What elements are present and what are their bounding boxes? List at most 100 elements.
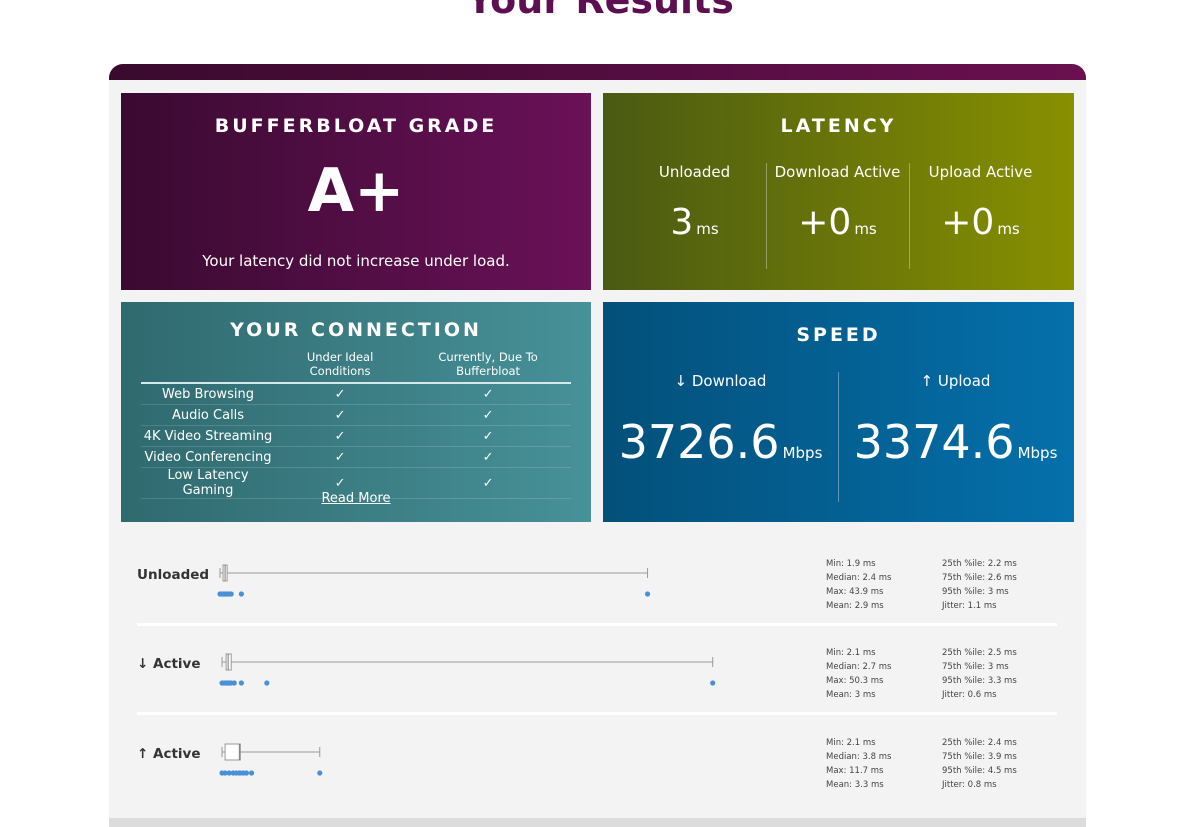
stat-min: Min: 2.1 ms bbox=[826, 738, 876, 748]
connection-row: 4K Video Streaming ✓ ✓ bbox=[141, 425, 571, 447]
stat-min: Min: 1.9 ms bbox=[826, 559, 876, 569]
check-icon: ✓ bbox=[405, 404, 571, 426]
check-icon: ✓ bbox=[405, 446, 571, 468]
speed-download-unit: Mbps bbox=[782, 444, 823, 462]
latency-download-active-unit: ms bbox=[854, 220, 877, 238]
connection-header-current: Currently, Due To Bufferbloat bbox=[405, 350, 571, 384]
speed-card: SPEED ↓ Download 3726.6 Mbps ↑ Upload 337… bbox=[603, 302, 1074, 522]
stat-jitter: Jitter: 0.6 ms bbox=[942, 690, 997, 700]
latency-unloaded-unit: ms bbox=[696, 220, 719, 238]
results-panel: BUFFERBLOAT GRADE A+ Your latency did no… bbox=[109, 64, 1086, 827]
check-icon: ✓ bbox=[275, 446, 406, 468]
latency-row-download-active: ↓ Active Min: 2.1 ms Median: 2.7 ms Max:… bbox=[137, 642, 1057, 722]
latency-row-label: Unloaded bbox=[137, 567, 210, 583]
latency-card: LATENCY Unloaded 3 ms Download Active +0 m… bbox=[603, 93, 1074, 290]
bufferbloat-grade-card: BUFFERBLOAT GRADE A+ Your latency did no… bbox=[121, 93, 591, 290]
connection-row: Video Conferencing ✓ ✓ bbox=[141, 446, 571, 468]
sample-point bbox=[243, 770, 250, 776]
latency-boxplot bbox=[219, 743, 323, 776]
sample-point bbox=[248, 770, 255, 776]
latency-row-label: ↓ Active bbox=[137, 656, 201, 672]
latency-upload-active: Upload Active +0 ms bbox=[909, 163, 1052, 249]
speed-card-title: SPEED bbox=[796, 324, 881, 346]
latency-upload-active-unit: ms bbox=[997, 220, 1020, 238]
stat-p95: 95th %ile: 4.5 ms bbox=[942, 766, 1017, 776]
connection-header-ideal: Under Ideal Conditions bbox=[275, 350, 406, 384]
stat-median: Median: 2.7 ms bbox=[826, 662, 892, 672]
connection-row-label: Web Browsing bbox=[141, 383, 275, 405]
sample-point bbox=[317, 770, 323, 776]
row-separator bbox=[137, 623, 1057, 626]
stat-p95: 95th %ile: 3 ms bbox=[942, 587, 1009, 597]
connection-card-title: YOUR CONNECTION bbox=[230, 319, 482, 341]
results-topbar bbox=[109, 64, 1086, 80]
connection-row: Web Browsing ✓ ✓ bbox=[141, 383, 571, 405]
latency-unloaded: Unloaded 3 ms bbox=[623, 163, 766, 249]
sample-point bbox=[222, 770, 228, 776]
stat-p75: 75th %ile: 3.9 ms bbox=[942, 752, 1017, 762]
latency-row-label: ↑ Active bbox=[137, 746, 201, 762]
stat-mean: Mean: 3.3 ms bbox=[826, 780, 884, 790]
speed-upload-unit: Mbps bbox=[1017, 444, 1058, 462]
check-icon: ✓ bbox=[275, 383, 406, 405]
speed-upload-label: ↑ Upload bbox=[920, 372, 991, 390]
latency-unloaded-label: Unloaded bbox=[658, 163, 731, 181]
latency-row-upload-active: ↑ Active Min: 2.1 ms Median: 3.8 ms Max:… bbox=[137, 732, 1057, 812]
sample-point bbox=[228, 591, 234, 597]
latency-divider bbox=[909, 163, 910, 269]
latency-divider bbox=[766, 163, 767, 269]
stat-min: Min: 2.1 ms bbox=[826, 648, 876, 658]
connection-table: Under Ideal Conditions Currently, Due To… bbox=[141, 350, 571, 499]
connection-row: Audio Calls ✓ ✓ bbox=[141, 404, 571, 426]
grade-description: Your latency did not increase under load… bbox=[202, 252, 510, 270]
latency-card-title: LATENCY bbox=[780, 115, 897, 137]
latency-download-active-value: +0 bbox=[798, 202, 852, 243]
stat-mean: Mean: 2.9 ms bbox=[826, 601, 884, 611]
your-connection-card: YOUR CONNECTION Under Ideal Conditions C… bbox=[121, 302, 591, 522]
connection-row-label: Video Conferencing bbox=[141, 446, 275, 468]
stat-jitter: Jitter: 0.8 ms bbox=[942, 780, 997, 790]
stat-p25: 25th %ile: 2.4 ms bbox=[942, 738, 1017, 748]
stat-p75: 75th %ile: 2.6 ms bbox=[942, 573, 1017, 583]
grade-value: A+ bbox=[307, 156, 405, 226]
stat-mean: Mean: 3 ms bbox=[826, 690, 876, 700]
stat-p95: 95th %ile: 3.3 ms bbox=[942, 676, 1017, 686]
sample-point bbox=[710, 680, 716, 686]
latency-download-active-label: Download Active bbox=[774, 163, 901, 181]
grade-card-title: BUFFERBLOAT GRADE bbox=[214, 115, 498, 137]
connection-row-label: Audio Calls bbox=[141, 404, 275, 426]
connection-header-blank bbox=[141, 350, 275, 384]
row-separator bbox=[137, 712, 1057, 715]
stat-p75: 75th %ile: 3 ms bbox=[942, 662, 1009, 672]
latency-upload-active-label: Upload Active bbox=[928, 163, 1033, 181]
sample-point bbox=[238, 591, 244, 597]
latency-boxplot bbox=[217, 564, 651, 597]
stat-p25: 25th %ile: 2.5 ms bbox=[942, 648, 1017, 658]
stat-median: Median: 3.8 ms bbox=[826, 752, 892, 762]
speed-upload: ↑ Upload 3374.6 Mbps bbox=[838, 372, 1073, 479]
sample-point bbox=[238, 680, 244, 686]
stat-max: Max: 43.9 ms bbox=[826, 587, 884, 597]
check-icon: ✓ bbox=[405, 425, 571, 447]
check-icon: ✓ bbox=[275, 404, 406, 426]
stat-max: Max: 11.7 ms bbox=[826, 766, 884, 776]
box-iqr bbox=[224, 743, 241, 761]
sample-point bbox=[264, 680, 270, 686]
stat-p25: 25th %ile: 2.2 ms bbox=[942, 559, 1017, 569]
stat-median: Median: 2.4 ms bbox=[826, 573, 892, 583]
stat-jitter: Jitter: 1.1 ms bbox=[942, 601, 997, 611]
speed-divider bbox=[838, 372, 839, 502]
latency-unloaded-value: 3 bbox=[670, 202, 694, 243]
speed-download: ↓ Download 3726.6 Mbps bbox=[603, 372, 838, 479]
latency-boxplot bbox=[219, 653, 716, 686]
latency-download-active: Download Active +0 ms bbox=[766, 163, 909, 249]
check-icon: ✓ bbox=[275, 425, 406, 447]
connection-row-label: 4K Video Streaming bbox=[141, 425, 275, 447]
connection-row-label: Low Latency Gaming bbox=[141, 467, 275, 499]
check-icon: ✓ bbox=[275, 467, 406, 499]
speed-upload-value: 3374.6 bbox=[853, 415, 1015, 469]
check-icon: ✓ bbox=[405, 383, 571, 405]
read-more-link[interactable]: Read More bbox=[321, 491, 391, 506]
results-bottombar bbox=[109, 818, 1086, 827]
sample-point bbox=[226, 770, 232, 776]
